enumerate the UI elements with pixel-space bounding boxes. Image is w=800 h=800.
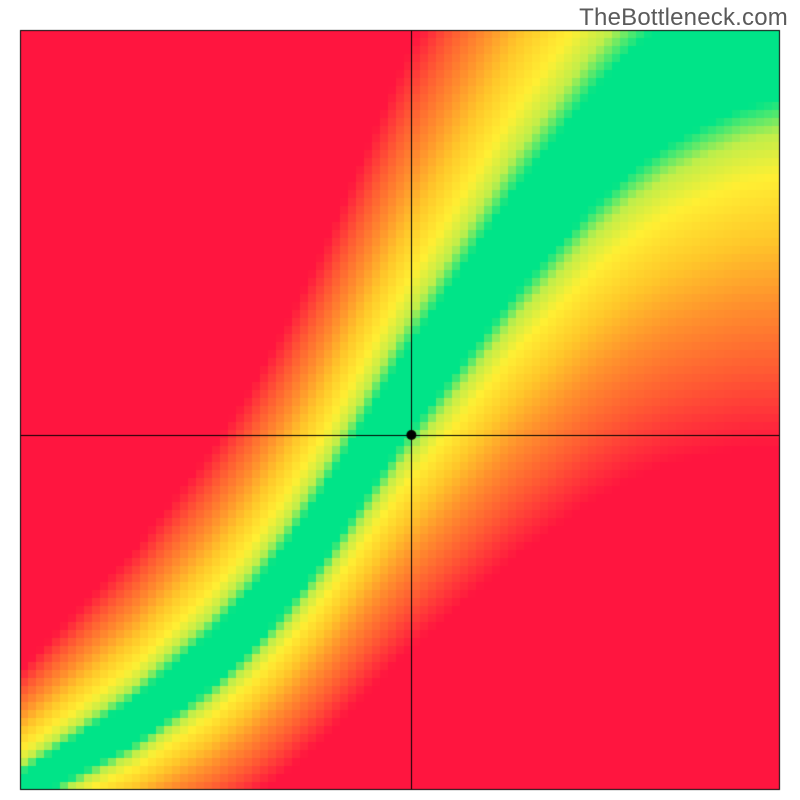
- watermark-text: TheBottleneck.com: [579, 4, 788, 32]
- chart-container: TheBottleneck.com: [0, 0, 800, 800]
- bottleneck-heatmap: [0, 0, 800, 800]
